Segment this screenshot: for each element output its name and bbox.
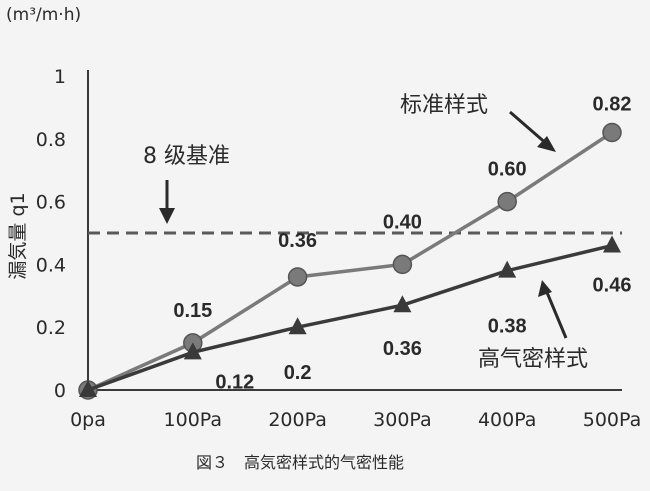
reference-line-label: 8 级基准	[143, 144, 230, 169]
series-line-2	[87, 243, 613, 392]
data-label: 0.12	[215, 371, 254, 393]
data-label: 0.46	[593, 275, 632, 297]
x-tick-label: 300Pa	[373, 409, 432, 431]
x-tick-label: 400Pa	[478, 409, 537, 431]
data-point-triangle	[288, 317, 307, 335]
data-point-circle	[497, 191, 517, 212]
data-point-circle	[602, 122, 622, 143]
data-point-circle	[287, 267, 308, 287]
y-tick-label: 1	[54, 66, 66, 88]
x-tick-labels: 0pa 100Pa 200Pa 300Pa 400Pa 500Pa	[70, 409, 641, 431]
y-tick-label: 0.2	[36, 317, 66, 339]
data-label: 0.60	[488, 159, 527, 181]
data-point-triangle	[603, 235, 621, 253]
axes	[87, 70, 622, 391]
data-point-circle	[392, 254, 413, 275]
y-tick-labels: 0 0.2 0.4 0.6 0.8 1	[36, 66, 66, 402]
y-tick-label: 0.8	[36, 129, 66, 151]
y-axis-label: 漏気量 q1	[7, 192, 29, 279]
annotation-arrow	[544, 289, 568, 339]
data-label: 0.15	[173, 300, 212, 322]
arrow-head	[538, 280, 552, 297]
figure-caption: 図３ 高気密样式的气密性能	[196, 453, 404, 472]
y-tick-label: 0	[54, 380, 66, 402]
data-label-group: 0.15 0.36 0.40 0.60 0.82 0.12 0.2 0.36 0.38 0.46	[173, 94, 631, 394]
arrow-head	[537, 136, 556, 152]
y-tick-label: 0.6	[36, 192, 66, 214]
data-label: 0.36	[383, 338, 422, 360]
data-label: 0.2	[284, 362, 312, 384]
x-tick-label: 500Pa	[583, 409, 642, 431]
data-point-triangle	[183, 342, 202, 360]
series-line-1	[87, 131, 613, 392]
data-point-triangle	[79, 380, 97, 397]
data-label: 0.38	[488, 316, 527, 338]
series-name-label: 标准样式	[400, 93, 488, 118]
data-label: 0.36	[278, 230, 317, 252]
x-tick-label: 200Pa	[268, 409, 327, 431]
arrow-head	[159, 208, 175, 224]
unit-label: (m³/m·h)	[6, 5, 81, 25]
series-name-label: 高气密样式	[478, 347, 588, 372]
y-tick-label: 0.4	[36, 254, 66, 276]
data-label: 0.40	[383, 211, 422, 233]
data-label: 0.82	[593, 94, 632, 116]
data-point-triangle	[393, 295, 412, 313]
series-group	[78, 122, 622, 400]
x-tick-label: 0pa	[70, 409, 106, 431]
x-tick-label: 100Pa	[164, 409, 223, 431]
annotation-arrow	[509, 110, 549, 147]
data-point-triangle	[498, 260, 517, 278]
